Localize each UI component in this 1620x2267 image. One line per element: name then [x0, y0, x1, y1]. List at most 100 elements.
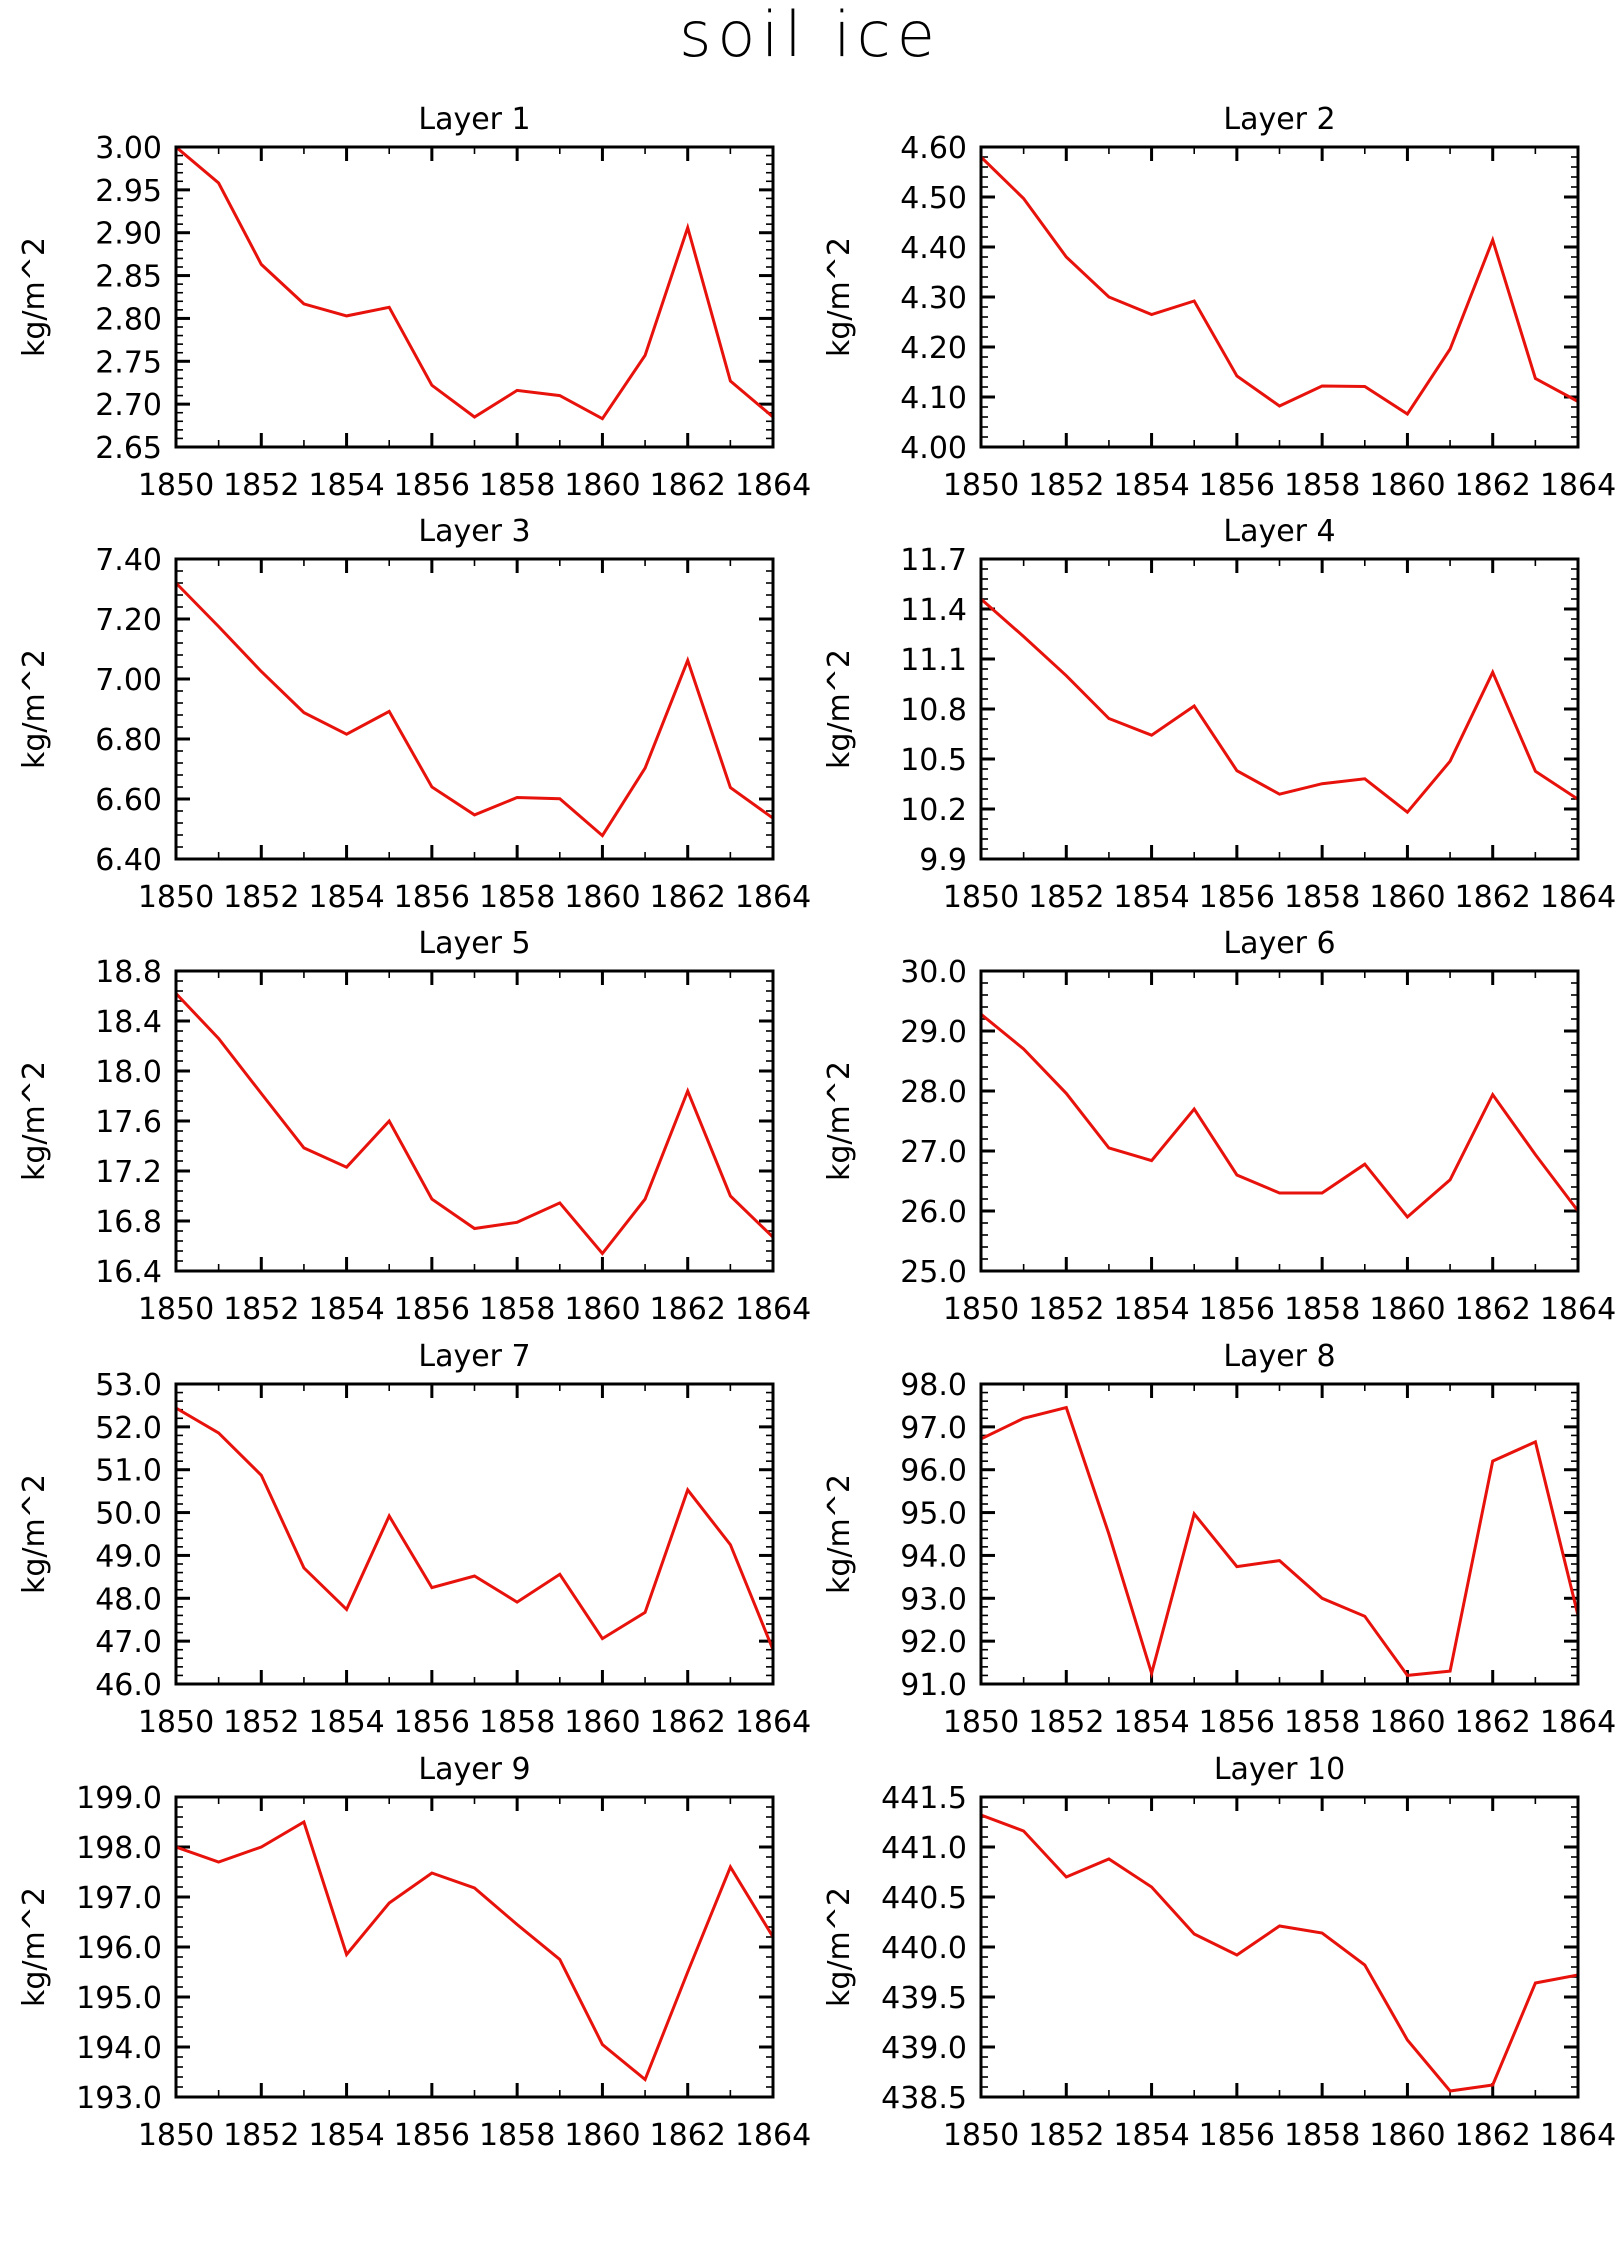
y-tick-label: 51.0	[95, 1454, 162, 1489]
plot-frame	[979, 1795, 1580, 2099]
y-tick-label: 7.00	[95, 663, 162, 698]
x-tick-label: 1856	[1199, 2118, 1275, 2153]
x-tick-label: 1854	[308, 468, 384, 503]
x-tick-label: 1862	[1455, 2118, 1531, 2153]
x-tick-label: 1852	[223, 1705, 299, 1740]
y-tick-label: 27.0	[900, 1135, 967, 1170]
y-tick-label: 6.80	[95, 723, 162, 758]
panel-title: Layer 9	[418, 1752, 530, 1787]
y-tick-label: 18.8	[95, 955, 162, 990]
series-line	[981, 155, 1578, 417]
x-tick-label: 1850	[943, 880, 1019, 915]
x-tick-label: 1858	[1284, 880, 1360, 915]
y-tick-label: 2.65	[95, 431, 162, 466]
x-tick-label: 1858	[479, 880, 555, 915]
panel-layer-8: Layer 8 kg/m^2 1850 1852 1854 1856 1858 1860 186…	[822, 1339, 1616, 1740]
x-tick-label: 1854	[308, 1705, 384, 1740]
y-tick-label: 93.0	[900, 1582, 967, 1617]
series-line	[176, 1406, 773, 1651]
x-tick-label: 1862	[1455, 468, 1531, 503]
y-tick-label: 439.0	[881, 2031, 967, 2066]
y-axis-label: kg/m^2	[17, 1887, 52, 2007]
y-tick-label: 3.00	[95, 131, 162, 166]
plot-frame	[174, 1795, 775, 2099]
x-tick-label: 1858	[1284, 2118, 1360, 2153]
x-tick-label: 1856	[394, 2118, 470, 2153]
series-line	[981, 597, 1578, 815]
x-tick-label: 1860	[1369, 2118, 1445, 2153]
x-tick-label: 1862	[1455, 1705, 1531, 1740]
x-tick-label: 1864	[735, 880, 811, 915]
x-tick-label: 1850	[138, 468, 214, 503]
y-tick-label: 441.5	[881, 1781, 967, 1816]
y-tick-label: 46.0	[95, 1668, 162, 1703]
x-tick-label: 1858	[1284, 1705, 1360, 1740]
x-tick-label: 1864	[1540, 468, 1616, 503]
x-tick-label: 1858	[479, 2118, 555, 2153]
y-tick-label: 4.30	[900, 281, 967, 316]
y-tick-label: 17.6	[95, 1105, 162, 1140]
y-tick-label: 439.5	[881, 1981, 967, 2016]
x-tick-label: 1852	[1028, 468, 1104, 503]
y-tick-label: 17.2	[95, 1155, 162, 1190]
x-tick-label: 1856	[1199, 880, 1275, 915]
y-tick-label: 440.0	[881, 1931, 967, 1966]
panel-title: Layer 6	[1223, 926, 1335, 961]
y-tick-label: 195.0	[76, 1981, 162, 2016]
y-tick-label: 440.5	[881, 1881, 967, 1916]
x-tick-label: 1864	[735, 2118, 811, 2153]
x-tick-label: 1852	[223, 2118, 299, 2153]
y-tick-label: 18.0	[95, 1055, 162, 1090]
y-tick-label: 16.4	[95, 1255, 162, 1290]
x-tick-label: 1850	[943, 468, 1019, 503]
panel-layer-7: Layer 7 kg/m^2 1850 1852 1854 1856 1858 1860 186…	[17, 1339, 811, 1740]
x-tick-label: 1852	[223, 468, 299, 503]
figure-title: soil ice	[679, 0, 941, 71]
y-tick-label: 95.0	[900, 1497, 967, 1532]
y-tick-label: 96.0	[900, 1454, 967, 1489]
x-tick-label: 1854	[1113, 880, 1189, 915]
x-tick-label: 1862	[1455, 880, 1531, 915]
x-tick-label: 1860	[564, 1705, 640, 1740]
panel-layer-3: Layer 3 kg/m^2 1850 1852 1854 1856 1858 1860 186…	[17, 514, 811, 915]
y-axis-label: kg/m^2	[822, 237, 857, 357]
x-tick-label: 1858	[479, 468, 555, 503]
y-tick-label: 193.0	[76, 2081, 162, 2116]
x-tick-label: 1854	[1113, 1705, 1189, 1740]
y-tick-label: 98.0	[900, 1368, 967, 1403]
y-tick-label: 4.40	[900, 231, 967, 266]
series-line	[981, 1813, 1578, 2093]
plot-frame	[174, 145, 775, 449]
y-tick-label: 11.1	[900, 643, 967, 678]
x-tick-label: 1864	[1540, 880, 1616, 915]
x-tick-label: 1862	[650, 468, 726, 503]
x-tick-label: 1864	[1540, 1292, 1616, 1327]
y-tick-label: 97.0	[900, 1411, 967, 1446]
y-tick-label: 18.4	[95, 1005, 162, 1040]
plot-frame	[979, 1382, 1580, 1686]
x-tick-label: 1852	[223, 1292, 299, 1327]
x-tick-label: 1860	[1369, 468, 1445, 503]
y-axis-label: kg/m^2	[822, 649, 857, 769]
y-tick-label: 92.0	[900, 1625, 967, 1660]
y-axis-label: kg/m^2	[17, 237, 52, 357]
x-tick-label: 1862	[650, 880, 726, 915]
x-tick-label: 1854	[308, 2118, 384, 2153]
y-tick-label: 196.0	[76, 1931, 162, 1966]
y-tick-label: 2.95	[95, 174, 162, 209]
y-tick-label: 7.20	[95, 603, 162, 638]
y-tick-label: 441.0	[881, 1831, 967, 1866]
series-line	[981, 1013, 1578, 1220]
x-tick-label: 1864	[1540, 2118, 1616, 2153]
y-tick-label: 47.0	[95, 1625, 162, 1660]
x-tick-label: 1864	[735, 1705, 811, 1740]
x-tick-label: 1862	[650, 2118, 726, 2153]
y-tick-label: 7.40	[95, 543, 162, 578]
panel-layer-4: Layer 4 kg/m^2 1850 1852 1854 1856 1858 1860 186…	[822, 514, 1616, 915]
y-axis-label: kg/m^2	[17, 1061, 52, 1181]
y-tick-label: 2.85	[95, 260, 162, 295]
y-tick-label: 197.0	[76, 1881, 162, 1916]
x-tick-label: 1858	[1284, 1292, 1360, 1327]
y-tick-label: 91.0	[900, 1668, 967, 1703]
